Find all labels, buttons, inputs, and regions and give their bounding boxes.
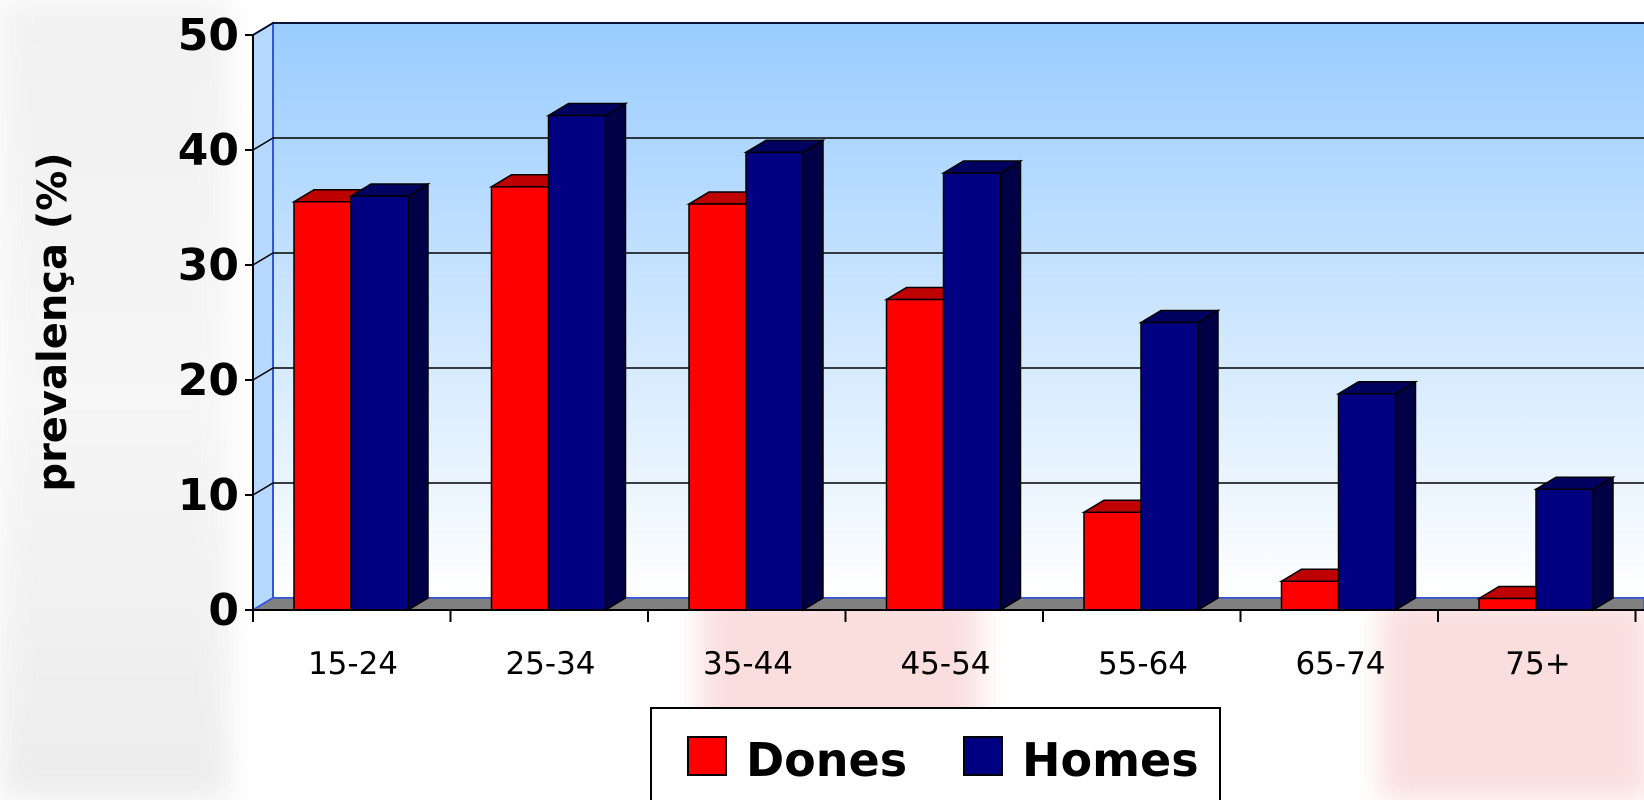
bar-side-face	[802, 138, 824, 612]
gridline	[252, 482, 274, 496]
legend-label-dones: Dones	[746, 733, 907, 787]
x-tick-label: 15-24	[308, 646, 398, 682]
bar-front-face	[1337, 393, 1397, 611]
x-tick-label: 65-74	[1295, 646, 1385, 682]
x-tick-label: 35-44	[703, 646, 793, 682]
bar-homes-25-34	[545, 102, 629, 612]
y-tick-label: 0	[208, 585, 239, 636]
x-tick-label: 25-34	[505, 646, 595, 682]
bar-homes-45-54	[940, 159, 1024, 612]
bar-front-face	[547, 114, 607, 611]
bar-front-face	[885, 298, 945, 611]
legend-swatch-dones	[687, 736, 727, 776]
y-tick-labels: 0 10 20 30 40 50	[178, 10, 239, 636]
bar-side-face	[999, 159, 1022, 612]
y-tick-label: 10	[178, 470, 239, 521]
bar-front-face	[1140, 321, 1199, 611]
bar-front-face	[688, 203, 747, 611]
bar-homes-55-64	[1138, 309, 1221, 612]
bar-side-face	[1394, 380, 1417, 612]
x-tick-label: 55-64	[1098, 646, 1188, 682]
x-tick-label: 45-54	[900, 646, 990, 682]
bar-side-face	[1197, 309, 1219, 612]
bar-front-face	[745, 151, 804, 611]
y-tick-label: 30	[178, 240, 239, 291]
y-tick-label: 40	[178, 125, 239, 176]
bar-side-face	[604, 102, 627, 612]
x-tick-label: 75+	[1505, 646, 1570, 682]
bar-homes-65-74	[1335, 380, 1419, 612]
axes	[245, 34, 1644, 622]
bars	[291, 102, 1616, 612]
bar-front-face	[942, 172, 1002, 611]
bar-front-face	[1280, 580, 1340, 611]
x-tick-labels: 15-24 25-34 35-44 45-54 55-64 65-74 75+	[308, 646, 1571, 682]
legend-box	[650, 707, 1221, 800]
gridline	[252, 137, 274, 151]
bar-homes-15-24	[348, 182, 431, 612]
bar-front-face	[1535, 488, 1594, 611]
bar-front-face	[490, 186, 550, 611]
legend-label-homes: Homes	[1022, 733, 1199, 787]
background-decoration	[1380, 600, 1644, 800]
gridline	[252, 252, 274, 266]
bar-front-face	[293, 201, 352, 611]
bar-front-face	[1083, 511, 1142, 611]
y-axis-label: prevalença (%)	[30, 152, 76, 491]
legend: Dones Homes	[650, 707, 1221, 800]
gridline	[252, 22, 274, 36]
bar-side-face	[407, 182, 429, 612]
bar-front-face	[350, 195, 409, 611]
background-decoration	[0, 0, 230, 800]
gridline	[252, 367, 274, 381]
legend-swatch-homes	[963, 736, 1003, 776]
bar-front-face	[1478, 597, 1537, 611]
bar-homes-35-44	[743, 138, 826, 612]
bar-homes-75+	[1533, 475, 1616, 612]
y-tick-label: 20	[178, 355, 239, 406]
bar-side-face	[1592, 475, 1614, 612]
y-tick-label: 50	[178, 10, 239, 61]
side-wall	[252, 21, 274, 612]
